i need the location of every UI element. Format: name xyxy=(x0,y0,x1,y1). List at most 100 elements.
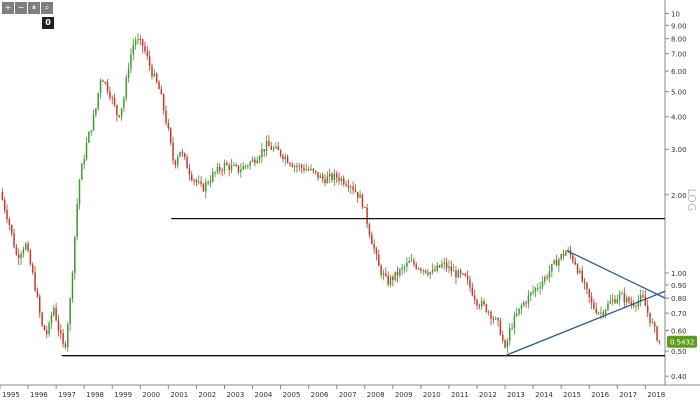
candle-body xyxy=(97,93,99,109)
candle-body xyxy=(200,181,202,185)
candle-body xyxy=(590,296,593,303)
candle-body xyxy=(424,270,427,273)
x-tick-label: 2013 xyxy=(507,391,525,399)
candle-body xyxy=(74,236,76,274)
candle-body xyxy=(518,308,520,314)
candle-body xyxy=(349,186,352,188)
candle-body xyxy=(506,340,509,348)
candle-body xyxy=(176,156,179,166)
candle-body xyxy=(155,73,158,83)
candle-body xyxy=(632,304,635,306)
candle-body xyxy=(511,327,513,329)
candle-body xyxy=(165,110,167,124)
candle-body xyxy=(109,91,111,98)
candle-body xyxy=(132,44,135,55)
candle-body xyxy=(651,322,654,324)
candle-body xyxy=(190,174,193,180)
candle-body xyxy=(99,80,102,94)
candle-body xyxy=(55,307,57,321)
x-tick-label: 2005 xyxy=(283,391,301,399)
candle-body xyxy=(172,142,174,161)
candle-body xyxy=(57,320,60,331)
candle-body xyxy=(20,253,22,259)
y-tick-label: 0.50 xyxy=(671,348,687,356)
candle-body xyxy=(104,81,106,83)
candle-body xyxy=(300,165,303,168)
candle-body xyxy=(492,318,495,320)
x-tick-label: 2010 xyxy=(423,391,441,399)
y-tick-label: 4.00 xyxy=(671,114,687,122)
candle-body xyxy=(92,115,95,131)
candle-body xyxy=(148,56,151,66)
candle-body xyxy=(6,209,8,220)
candle-body xyxy=(513,315,516,328)
candle-body xyxy=(368,224,371,235)
candle-body xyxy=(516,313,518,316)
candle-body xyxy=(480,301,483,307)
candle-body xyxy=(455,270,457,278)
candle-body xyxy=(438,265,441,268)
candle-body xyxy=(361,194,364,207)
candle-body xyxy=(434,269,436,271)
candle-body xyxy=(36,290,39,297)
candle-body xyxy=(193,179,195,181)
x-tick-label: 2016 xyxy=(591,391,609,399)
search-icon[interactable]: ⌕ xyxy=(41,2,53,14)
candle-body xyxy=(282,155,284,160)
candle-body xyxy=(60,330,62,334)
pause-icon[interactable]: ⏸ xyxy=(28,2,40,14)
candle-body xyxy=(443,262,446,265)
candle-body xyxy=(139,38,142,40)
candle-body xyxy=(319,175,322,178)
candle-body xyxy=(382,273,385,275)
candle-body xyxy=(303,167,305,171)
minus-icon[interactable]: − xyxy=(15,2,27,14)
candle-body xyxy=(473,295,476,300)
x-tick-label: 2007 xyxy=(339,391,357,399)
candle-body xyxy=(579,270,581,273)
candle-body xyxy=(284,156,287,160)
plus-icon[interactable]: + xyxy=(2,2,14,14)
candle-body xyxy=(523,302,525,306)
candle-body xyxy=(141,39,144,47)
resistance-trendline xyxy=(566,249,666,299)
candle-body xyxy=(228,165,230,171)
candle-body xyxy=(366,207,368,225)
candle-body xyxy=(340,178,343,181)
candle-body xyxy=(464,273,467,276)
candle-body xyxy=(508,328,511,341)
candle-body xyxy=(338,177,340,181)
candle-body xyxy=(50,315,53,324)
y-tick-label: 6.00 xyxy=(671,68,687,76)
candle-body xyxy=(69,298,71,325)
candle-body xyxy=(445,262,448,269)
candle-body xyxy=(223,163,226,171)
candle-body xyxy=(134,40,137,45)
candle-body xyxy=(235,165,237,167)
candle-body xyxy=(263,149,265,152)
candle-body xyxy=(396,271,399,276)
candle-body xyxy=(406,262,408,267)
candle-body xyxy=(8,219,11,225)
candle-body xyxy=(186,157,188,169)
last-price-label: 0.5432 xyxy=(670,339,695,347)
x-tick-label: 2002 xyxy=(198,391,216,399)
candle-body xyxy=(656,326,658,341)
candle-body xyxy=(385,273,387,276)
candle-body xyxy=(371,234,373,245)
candle-body xyxy=(219,166,221,171)
candle-body xyxy=(530,292,532,296)
candle-body xyxy=(347,185,350,188)
candle-body xyxy=(555,260,558,266)
candle-body xyxy=(324,179,326,184)
candle-body xyxy=(551,263,553,272)
candle-body xyxy=(527,295,530,304)
candle-body xyxy=(504,340,506,348)
candle-body xyxy=(501,334,504,341)
candle-body xyxy=(476,299,478,306)
chart-toolbar: + − ⏸ ⌕ xyxy=(2,2,53,14)
candle-body xyxy=(623,293,626,303)
candle-body xyxy=(611,299,614,302)
candle-body xyxy=(195,180,198,182)
